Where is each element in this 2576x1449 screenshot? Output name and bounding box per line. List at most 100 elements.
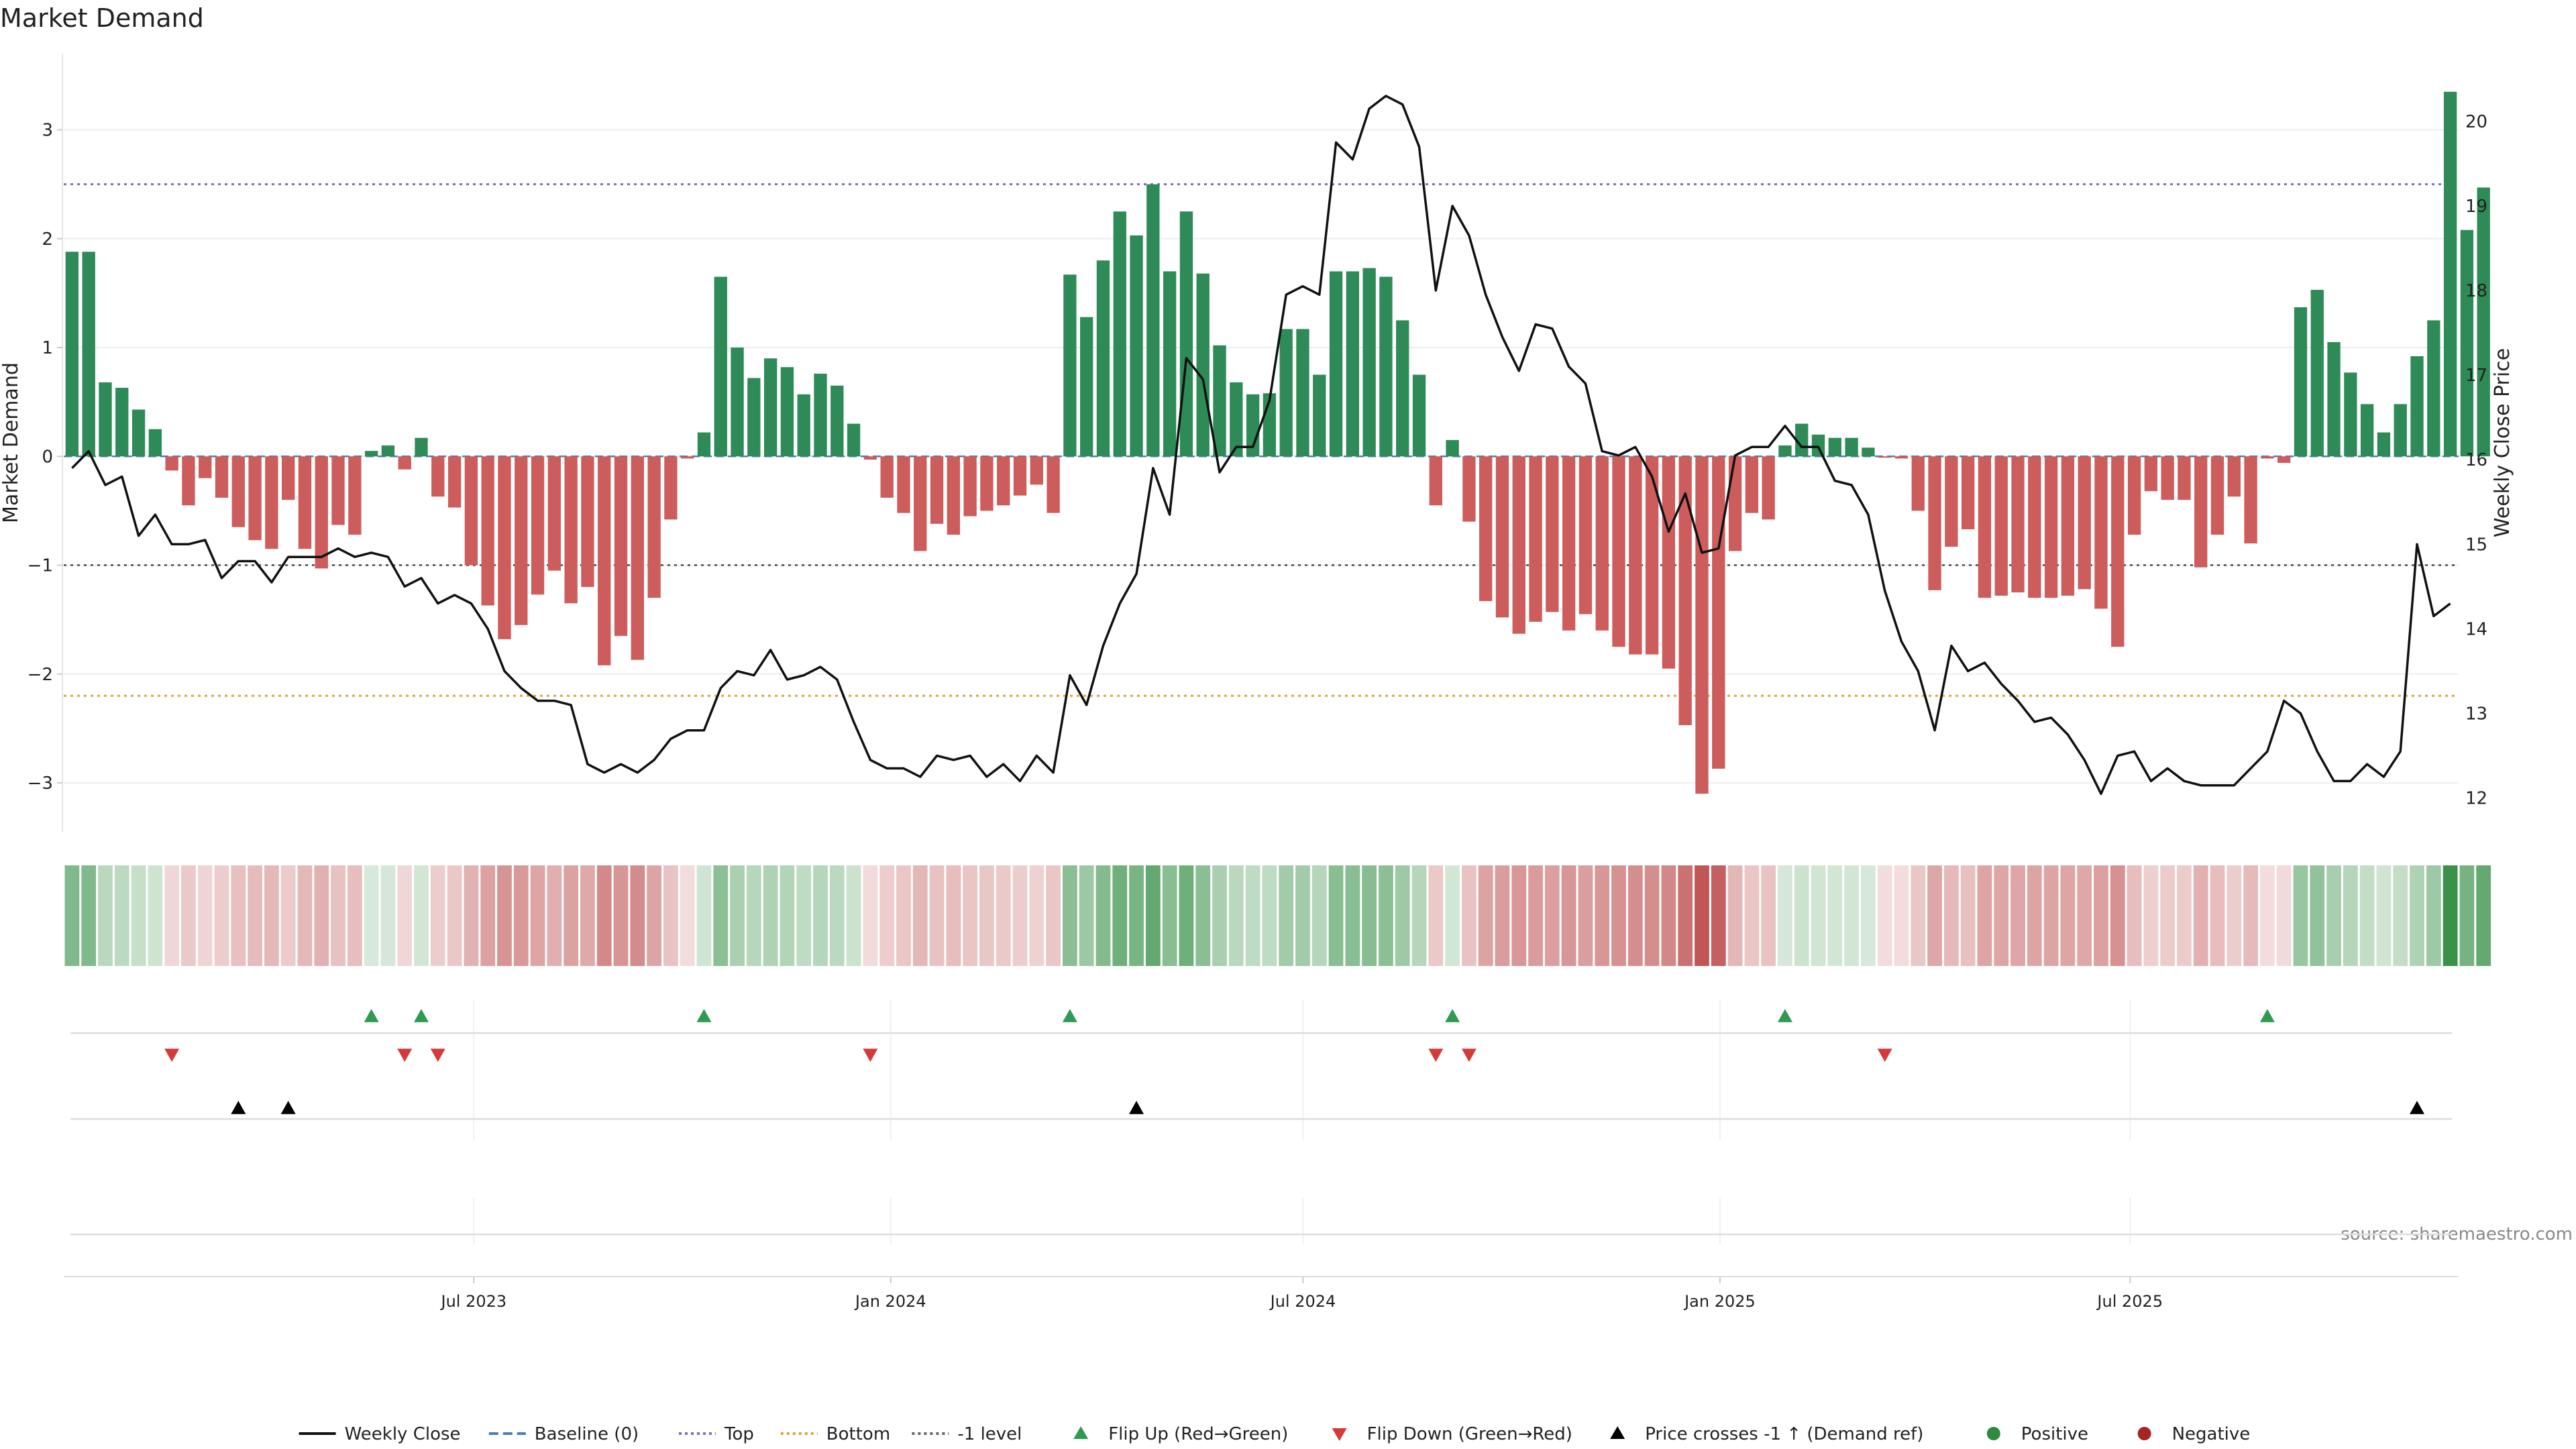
heat-cell	[1395, 865, 1410, 966]
demand-bar	[1978, 456, 1992, 598]
demand-bar	[2078, 456, 2091, 590]
demand-bar	[231, 456, 245, 527]
y-tick-label: 3	[42, 121, 53, 141]
demand-bar	[2144, 456, 2158, 492]
demand-bar	[1429, 456, 1442, 506]
demand-bar	[2410, 356, 2424, 457]
heat-cell	[1445, 865, 1460, 966]
demand-bar	[1612, 456, 1625, 647]
demand-bar	[797, 394, 810, 457]
heat-cell	[364, 865, 379, 966]
heat-cell	[1079, 865, 1094, 966]
heat-cell	[1877, 865, 1892, 966]
heat-cell	[380, 865, 396, 966]
demand-bar	[1179, 211, 1193, 457]
legend-swatch-triangle-up	[1610, 1426, 1625, 1439]
demand-bar	[115, 388, 129, 457]
demand-bar	[747, 378, 761, 457]
heat-cell	[1328, 865, 1344, 966]
demand-bar	[148, 429, 162, 457]
heat-cell	[846, 865, 861, 966]
heat-cell	[896, 865, 911, 966]
demand-bar	[2327, 341, 2341, 457]
heat-cell	[2443, 865, 2458, 966]
demand-bar	[1296, 329, 1309, 457]
heat-cell	[796, 865, 812, 966]
demand-bars	[65, 91, 2490, 794]
demand-bar	[2094, 456, 2108, 609]
heat-cell	[397, 865, 413, 966]
heat-cell	[1911, 865, 1926, 966]
demand-bar	[1845, 437, 1858, 457]
heat-cell	[114, 865, 129, 966]
heat-cell	[1362, 865, 1377, 966]
demand-bar	[464, 456, 478, 566]
demand-bar	[547, 456, 561, 571]
x-ticks: Jul 2023 Jan 2024 Jul 2024 Jan 2025 Jul 2025	[64, 1276, 2459, 1311]
price-cross-marker	[1129, 1101, 1144, 1114]
heat-cell	[148, 865, 163, 966]
demand-bar	[381, 445, 395, 457]
heat-cell	[280, 865, 296, 966]
legend-item: Baseline (0)	[488, 1424, 639, 1444]
heat-cell	[1179, 865, 1194, 966]
heat-cell	[1711, 865, 1726, 966]
heat-cell	[2043, 865, 2059, 966]
heat-cell	[1761, 865, 1776, 966]
heat-cell	[1661, 865, 1676, 966]
heat-cell	[763, 865, 778, 966]
demand-bar	[2377, 432, 2391, 457]
demand-bar	[1862, 447, 1875, 457]
heat-cell	[580, 865, 595, 966]
heat-cell	[630, 865, 645, 966]
heat-cell	[1046, 865, 1061, 966]
flip-up-marker	[414, 1009, 429, 1022]
heat-cell	[98, 865, 113, 966]
flip-up-marker	[1777, 1009, 1792, 1022]
demand-bar	[1728, 456, 1742, 551]
heat-cell	[1112, 865, 1128, 966]
legend-label: -1 level	[957, 1424, 1022, 1444]
heat-cell	[64, 865, 80, 966]
demand-bar	[1894, 456, 1909, 459]
heat-cell	[2060, 865, 2076, 966]
demand-bar	[1911, 456, 1925, 511]
heat-cell	[297, 865, 313, 966]
demand-bar	[1645, 456, 1659, 655]
demand-bar	[364, 451, 378, 457]
y2-tick-label: 12	[2465, 789, 2487, 809]
heat-cell	[347, 865, 362, 966]
demand-bar	[2011, 456, 2025, 593]
demand-bar	[2394, 404, 2407, 457]
y-tick-label: 1	[42, 338, 53, 358]
demand-bar	[614, 456, 628, 636]
flip-down-marker	[397, 1049, 413, 1062]
demand-bar	[1329, 271, 1343, 457]
demand-bar	[2460, 229, 2474, 457]
demand-heat-strip	[64, 865, 2491, 966]
demand-bar	[1629, 456, 1642, 655]
legend-label: Price crosses -1 ↑ (Demand ref)	[1645, 1424, 1923, 1444]
demand-bar	[447, 456, 462, 508]
heat-cell	[596, 865, 612, 966]
demand-bar	[1446, 439, 1459, 457]
heat-cell	[1960, 865, 1976, 966]
heat-cell	[264, 865, 279, 966]
heat-cell	[2110, 865, 2125, 966]
y2-tick-label: 20	[2465, 112, 2487, 132]
demand-bar	[897, 456, 910, 513]
y2-tick-label: 19	[2465, 197, 2487, 217]
heat-cell	[1245, 865, 1260, 966]
reference-lines	[64, 183, 2459, 697]
demand-bar	[331, 456, 345, 525]
heat-cell	[430, 865, 445, 966]
legend-label: Negative	[2172, 1424, 2251, 1444]
heat-cell	[2426, 865, 2441, 966]
y2-tick-label: 13	[2465, 704, 2487, 724]
heat-cell	[1544, 865, 1560, 966]
demand-bar	[1030, 456, 1043, 485]
demand-bar	[631, 456, 644, 660]
demand-bar	[515, 456, 528, 625]
heat-cell	[1511, 865, 1527, 966]
demand-bar	[1063, 274, 1077, 457]
